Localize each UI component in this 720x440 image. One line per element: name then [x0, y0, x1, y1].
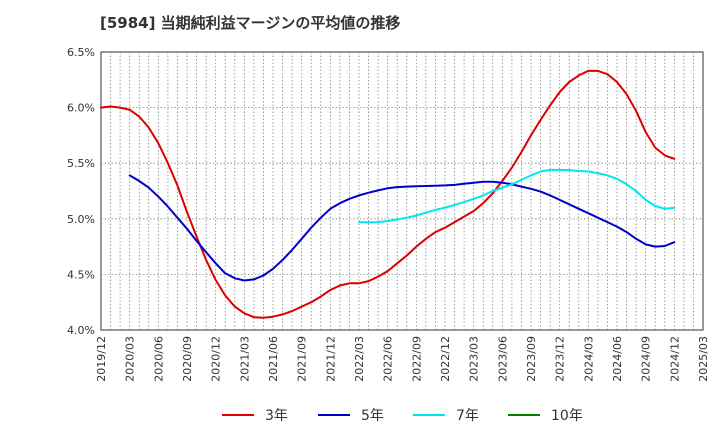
x-tick-label: 2022/03	[353, 336, 366, 382]
legend-label: 10年	[551, 408, 583, 424]
y-tick-label: 4.0%	[67, 324, 95, 337]
x-tick-label: 2021/09	[296, 336, 309, 382]
series-line	[100, 69, 676, 319]
x-tick-label: 2021/12	[324, 336, 337, 382]
x-tick-label: 2020/03	[124, 336, 137, 382]
y-tick-label: 5.5%	[67, 157, 95, 170]
x-tick-label: 2020/12	[210, 336, 223, 382]
x-tick-label: 2022/09	[410, 336, 423, 382]
x-tick-label: 2023/09	[525, 336, 538, 382]
x-tick-label: 2022/06	[382, 336, 395, 382]
x-tick-label: 2023/06	[496, 336, 509, 382]
plot-frame	[100, 51, 704, 331]
legend-label: 5年	[361, 408, 384, 424]
y-tick-label: 4.5%	[67, 268, 95, 281]
x-tick-label: 2021/06	[267, 336, 280, 382]
chart-title: [5984] 当期純利益マージンの平均値の推移	[100, 14, 401, 32]
x-tick-label: 2020/09	[181, 336, 194, 382]
x-tick-label: 2024/03	[582, 336, 595, 382]
series-line	[128, 174, 676, 282]
x-tick-label: 2024/06	[611, 336, 624, 382]
legend-label: 7年	[456, 408, 479, 424]
x-tick-label: 2025/03	[697, 336, 710, 382]
y-tick-label: 6.5%	[67, 46, 95, 59]
x-tick-label: 2020/06	[152, 336, 165, 382]
x-tick-label: 2023/03	[468, 336, 481, 382]
y-tick-label: 6.0%	[67, 102, 95, 115]
x-tick-label: 2023/12	[554, 336, 567, 382]
legend-label: 3年	[265, 408, 288, 424]
x-tick-label: 2022/12	[439, 336, 452, 382]
y-tick-label: 5.0%	[67, 213, 95, 226]
series-line	[358, 168, 676, 224]
x-tick-label: 2024/12	[668, 336, 681, 382]
x-tick-label: 2019/12	[95, 336, 108, 382]
x-tick-label: 2024/09	[640, 336, 653, 382]
x-tick-label: 2021/03	[238, 336, 251, 382]
